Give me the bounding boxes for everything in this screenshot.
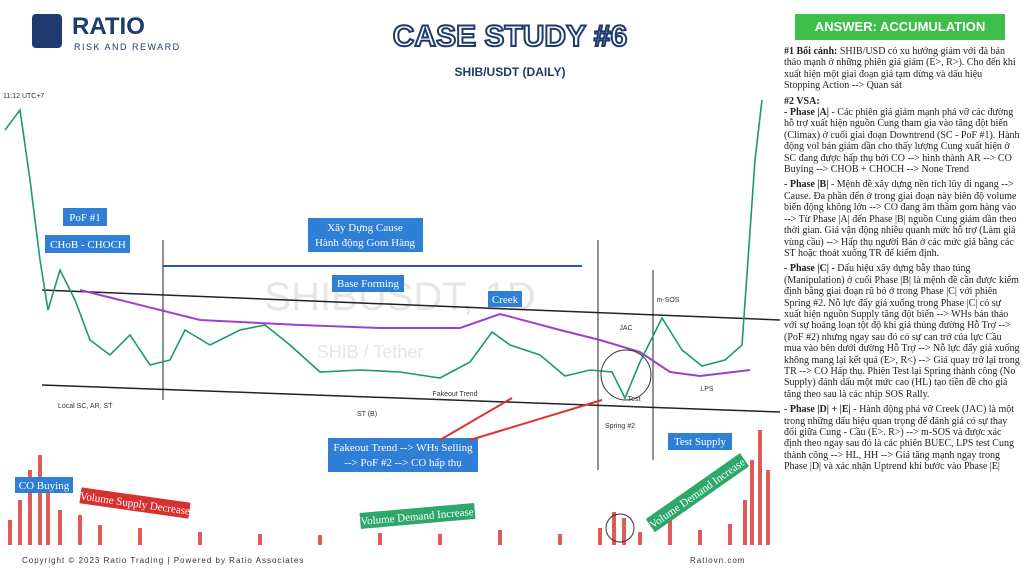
annotation: JAC <box>619 325 632 332</box>
site: Ratiovn.com <box>690 556 745 565</box>
watermark-sub: SHIB / Tether <box>317 342 424 362</box>
volume-bars <box>8 430 770 545</box>
annotation: PoF #1 <box>69 212 101 224</box>
arrow <box>469 399 603 441</box>
time-label: 11:12 UTC+7 <box>3 93 44 100</box>
volume-highlight <box>605 513 635 543</box>
annotation: Base Forming <box>337 278 400 290</box>
text: SHIB/USD có xu hướng giảm với đà bán thá… <box>784 46 1016 92</box>
annotation: ST (B) <box>357 411 377 418</box>
paragraph: - Phase |B| - Mệnh đề xây dựng nền tích … <box>784 179 1020 259</box>
annotation: Test <box>628 396 641 403</box>
annotation: Volume Demand Increase <box>648 456 748 531</box>
copyright: Copyright © 2023 Ratio Trading | Powered… <box>22 556 304 565</box>
annotation: Spring #2 <box>605 423 635 430</box>
annotation: Fakeout Trend --> WHs Selling <box>333 442 473 454</box>
brand: RATIO <box>72 13 145 40</box>
title: CASE STUDY #6 <box>393 20 628 53</box>
label-box <box>63 208 107 226</box>
subtitle: SHIB/USDT (DAILY) <box>455 65 566 79</box>
arrow <box>439 397 513 441</box>
text: - Mệnh đề xây dựng nền tích lũy đi ngang… <box>784 179 1017 259</box>
lead: - Phase |C| <box>784 263 829 275</box>
lead: - Phase |D| + |E| <box>784 404 851 416</box>
label-box <box>15 477 73 493</box>
analysis-panel: #1 Bối cảnh: SHIB/USD có xu hướng giảm v… <box>784 46 1020 477</box>
text: - Dấu hiệu xây dựng bẫy thao túng (Manip… <box>784 263 1020 400</box>
label-box <box>45 235 130 253</box>
tagline: RISK AND REWARD <box>74 42 181 52</box>
heading: #2 VSA: <box>784 95 820 107</box>
annotation: Test Supply <box>674 436 727 448</box>
annotation: LPS <box>700 386 714 393</box>
annotation: Fakeout Trend <box>432 391 477 398</box>
annotation: Volume Supply Decrease <box>79 490 191 517</box>
lead: #1 Bối cảnh: <box>784 46 838 57</box>
label-box <box>79 487 191 519</box>
paragraph: - Phase |D| + |E| - Hành động phá vỡ Cre… <box>784 404 1020 472</box>
annotation: Local SC, AR, ST <box>58 403 113 410</box>
text: - Hành động phá vỡ Creek (JAC) là một tr… <box>784 404 1015 473</box>
moving-average <box>79 289 751 378</box>
annotation: CHoB - CHOCH <box>50 239 126 251</box>
label-box <box>359 502 476 529</box>
label-box <box>308 218 423 252</box>
label-box <box>668 433 732 450</box>
resistance-line <box>41 289 780 321</box>
label-box <box>488 291 522 307</box>
logo-icon <box>32 14 62 48</box>
paragraph: - Phase |A| - Các phiên giá giảm mạnh ph… <box>784 107 1020 175</box>
support-line <box>41 384 780 413</box>
spring-highlight <box>600 349 652 401</box>
annotation: CO Buying <box>19 480 70 492</box>
price-path <box>4 99 763 400</box>
annotation: Hành động Gom Hàng <box>315 237 415 249</box>
label-box <box>332 275 404 292</box>
paragraph: - Phase |C| - Dấu hiệu xây dựng bẫy thao… <box>784 263 1020 400</box>
annotation: --> PoF #2 --> CO hấp thụ <box>344 457 462 469</box>
label-box <box>328 438 478 472</box>
chart-graphic: RATIO RISK AND REWARD CASE STUDY #6 SHIB… <box>3 13 780 565</box>
lead: - Phase |B| <box>784 179 829 191</box>
annotation: Xây Dựng Cause <box>327 222 403 234</box>
text: - Các phiên giá giảm mạnh phá vỡ các đườ… <box>784 107 1020 176</box>
lead: - Phase |A| <box>784 107 829 119</box>
label-box <box>645 453 750 533</box>
annotation: Creek <box>492 294 519 306</box>
answer-badge: ANSWER: ACCUMULATION <box>795 14 1005 40</box>
annotation: m-SOS <box>657 297 680 304</box>
paragraph: #1 Bối cảnh: SHIB/USD có xu hướng giảm v… <box>784 46 1020 92</box>
